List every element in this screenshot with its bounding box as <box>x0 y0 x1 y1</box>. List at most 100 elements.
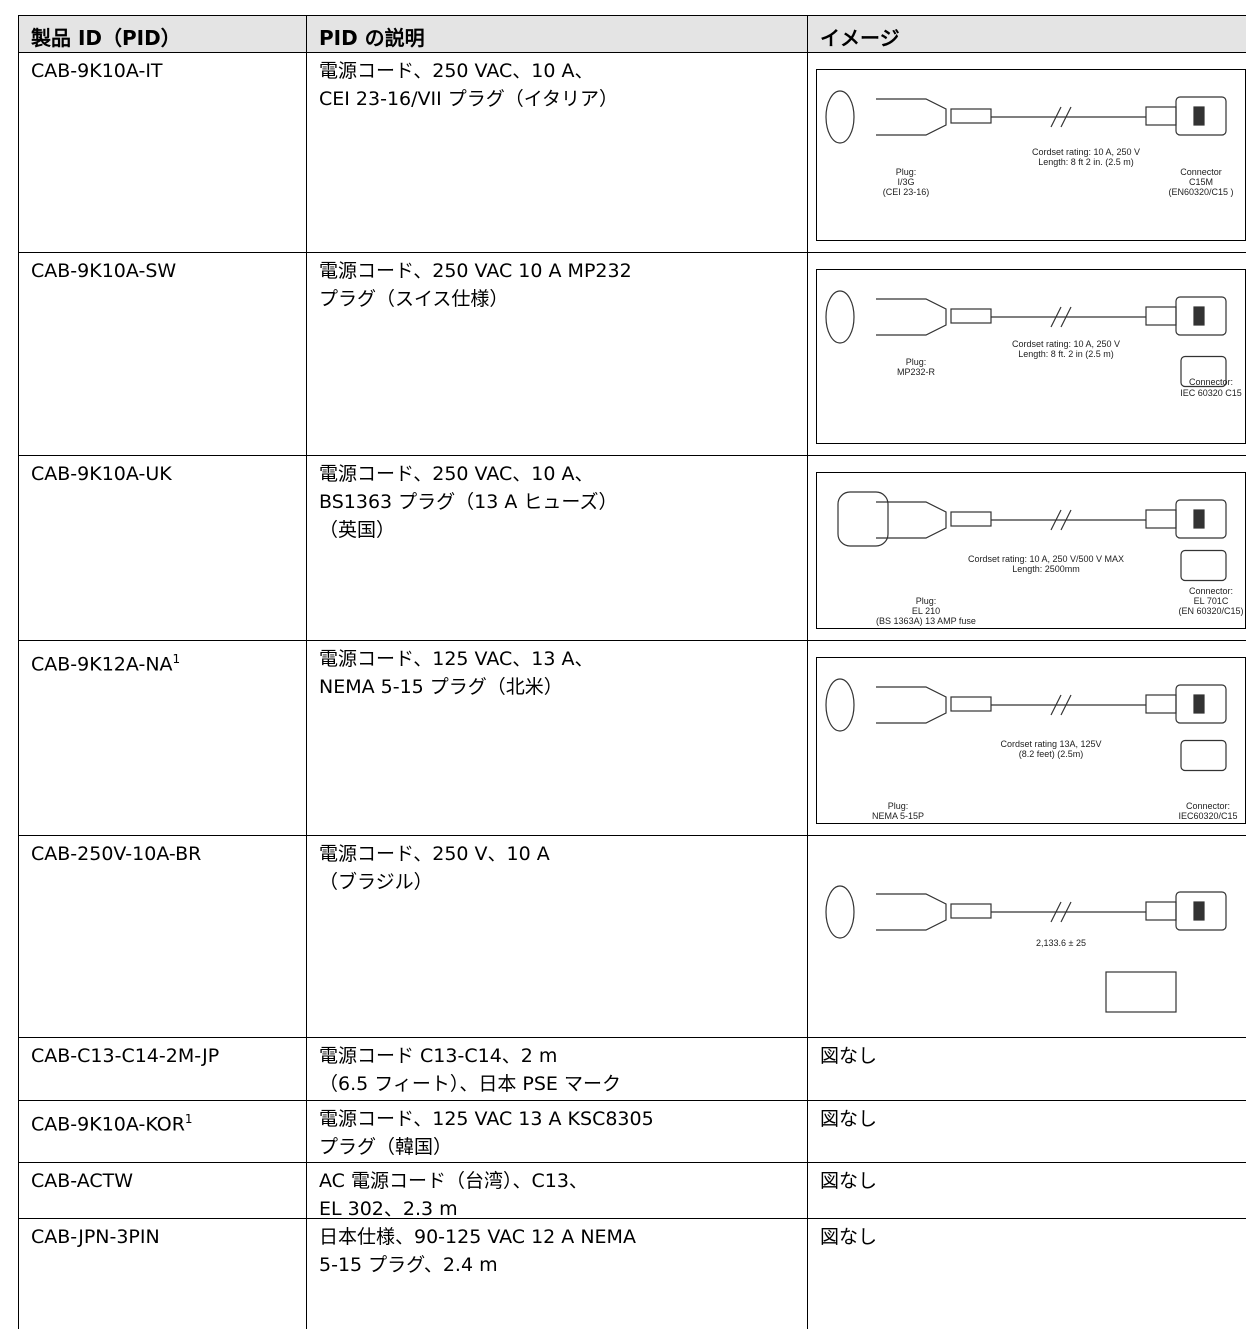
table-cell: AC 電源コード（台湾）、C13、 EL 302、2.3 m <box>306 1162 808 1220</box>
image-label: Length: 8 ft. 2 in (2.5 m) <box>1018 349 1114 359</box>
description-line: 5-15 プラグ、2.4 m <box>319 1254 498 1276</box>
table-cell: 2,133.6 ± 25 <box>807 835 1246 1038</box>
description-line: 電源コード、250 VAC、10 A、 <box>319 463 594 485</box>
illustration-part <box>1050 106 1062 128</box>
table-cell: 図なし <box>807 1162 1246 1219</box>
table-cell: Cordset rating: 10 A, 250 V Length: 8 ft.… <box>807 252 1246 456</box>
image-label: Connector <box>1180 167 1222 177</box>
illustration-part <box>950 511 992 527</box>
no-image: 図なし <box>820 1170 878 1192</box>
description-line: プラグ（韓国） <box>319 1136 453 1158</box>
image-label: (8.2 feet) (2.5m) <box>1019 749 1084 759</box>
image-label: Connector: <box>1189 377 1233 387</box>
table-cell: 電源コード、250 VAC 10 A MP232 プラグ（スイス仕様） <box>306 252 808 456</box>
table-cell: 図なし <box>807 1100 1246 1163</box>
description-line: AC 電源コード（台湾）、C13、 <box>319 1170 588 1192</box>
illustration-part <box>1193 306 1205 326</box>
illustration-part <box>1145 694 1177 714</box>
illustration-part <box>1180 355 1227 388</box>
illustration-part <box>876 501 947 539</box>
table-cell: Cordset rating: 10 A, 250 V/500 V MAX Len… <box>807 455 1246 641</box>
image-label: C15M <box>1189 177 1213 187</box>
description-line: 電源コード、250 VAC、10 A、 <box>319 60 594 82</box>
description-line: EL 302、2.3 m <box>319 1198 458 1220</box>
product-id: CAB-9K10A-IT <box>31 60 163 82</box>
table-cell: CAB-9K12A-NA1 <box>18 640 307 836</box>
description-line: BS1363 プラグ（13 A ヒューズ） <box>319 491 618 513</box>
image-label: Cordset rating: 10 A, 250 V <box>1032 147 1140 157</box>
illustration-part <box>1145 306 1177 326</box>
image-label: I/3G <box>897 177 914 187</box>
description-line: プラグ（スイス仕様） <box>319 288 509 310</box>
illustration-part <box>825 678 855 732</box>
illustration-part <box>876 686 947 724</box>
image-label: EL 701C <box>1194 596 1229 606</box>
illustration-part <box>876 893 947 931</box>
image-label: IEC60320/C15 <box>1178 811 1237 821</box>
illustration-part <box>1050 901 1062 923</box>
illustration-part <box>1180 549 1227 582</box>
table-cell: CAB-9K10A-UK <box>18 455 307 641</box>
illustration-part <box>1060 901 1072 923</box>
illustration-part <box>876 98 947 136</box>
table-cell: 図なし <box>807 1218 1246 1329</box>
product-id: CAB-9K12A-NA1 <box>31 652 181 676</box>
image-label: Plug: <box>906 357 927 367</box>
image-label: 2,133.6 ± 25 <box>1036 938 1086 948</box>
illustration-part <box>1175 891 1227 931</box>
illustration-part <box>825 90 855 144</box>
illustration-part <box>825 290 855 344</box>
description-line: 電源コード、125 VAC、13 A、 <box>319 648 594 670</box>
illustration-part <box>1193 901 1205 921</box>
header-cell: イメージ <box>807 15 1246 53</box>
image-label: Cordset rating: 10 A, 250 V <box>1012 339 1120 349</box>
table-cell: 日本仕様、90-125 VAC 12 A NEMA 5-15 プラグ、2.4 m <box>306 1218 808 1329</box>
image-label: (BS 1363A) 13 AMP fuse <box>876 616 976 626</box>
cable-illustration: 2,133.6 ± 25 <box>825 885 1227 1013</box>
image-label: Cordset rating: 10 A, 250 V/500 V MAX <box>968 554 1124 564</box>
header-cell: 製品 ID（PID） <box>18 15 307 53</box>
header-text: PID の説明 <box>319 26 425 50</box>
illustration-part <box>950 903 992 919</box>
description-line: 電源コード C13-C14、2 m <box>319 1045 558 1067</box>
header-text: イメージ <box>820 26 900 50</box>
no-image: 図なし <box>820 1045 878 1067</box>
illustration-part <box>1193 694 1205 714</box>
illustration-part <box>1175 499 1227 539</box>
illustration-part <box>1193 509 1205 529</box>
table-cell: CAB-C13-C14-2M-JP <box>18 1037 307 1101</box>
illustration-part <box>950 696 992 712</box>
illustration-part <box>1060 694 1072 716</box>
image-label: (EN60320/C15 ) <box>1168 187 1233 197</box>
table-cell: Cordset rating 13A, 125V (8.2 feet) (2.5m… <box>807 640 1246 836</box>
illustration-part <box>1175 96 1227 136</box>
image-label: MP232-R <box>897 367 936 377</box>
table-cell: 電源コード、125 VAC、13 A、 NEMA 5-15 プラグ（北米） <box>306 640 808 836</box>
footnote-mark: 1 <box>184 1112 193 1126</box>
table-cell: 電源コード C13-C14、2 m （6.5 フィート）、日本 PSE マーク <box>306 1037 808 1101</box>
illustration-part <box>950 308 992 324</box>
illustration-part <box>1060 306 1072 328</box>
description-line: （6.5 フィート）、日本 PSE マーク <box>319 1073 621 1095</box>
description-line: NEMA 5-15 プラグ（北米） <box>319 676 563 698</box>
table-cell: 電源コード、125 VAC 13 A KSC8305 プラグ（韓国） <box>306 1100 808 1163</box>
description-line: 電源コード、250 VAC 10 A MP232 <box>319 260 632 282</box>
image-label: (EN 60320/C15) <box>1178 606 1243 616</box>
table-cell: 電源コード、250 VAC、10 A、 CEI 23-16/VII プラグ（イタリ… <box>306 52 808 253</box>
product-id: CAB-9K10A-SW <box>31 260 177 282</box>
table-cell: CAB-ACTW <box>18 1162 307 1219</box>
description-line: 日本仕様、90-125 VAC 12 A NEMA <box>319 1226 636 1248</box>
cable-illustration: Cordset rating: 10 A, 250 V/500 V MAXLen… <box>816 472 1246 629</box>
illustration-part <box>950 108 992 124</box>
table-cell: CAB-9K10A-SW <box>18 252 307 456</box>
illustration-part <box>825 885 855 939</box>
image-label: Length: 8 ft 2 in. (2.5 m) <box>1038 157 1134 167</box>
image-label: NEMA 5-15P <box>872 811 924 821</box>
table-cell: CAB-9K10A-KOR1 <box>18 1100 307 1163</box>
no-image: 図なし <box>820 1108 878 1130</box>
illustration-part <box>1060 106 1072 128</box>
illustration-part <box>1105 971 1177 1013</box>
illustration-part <box>1175 684 1227 724</box>
